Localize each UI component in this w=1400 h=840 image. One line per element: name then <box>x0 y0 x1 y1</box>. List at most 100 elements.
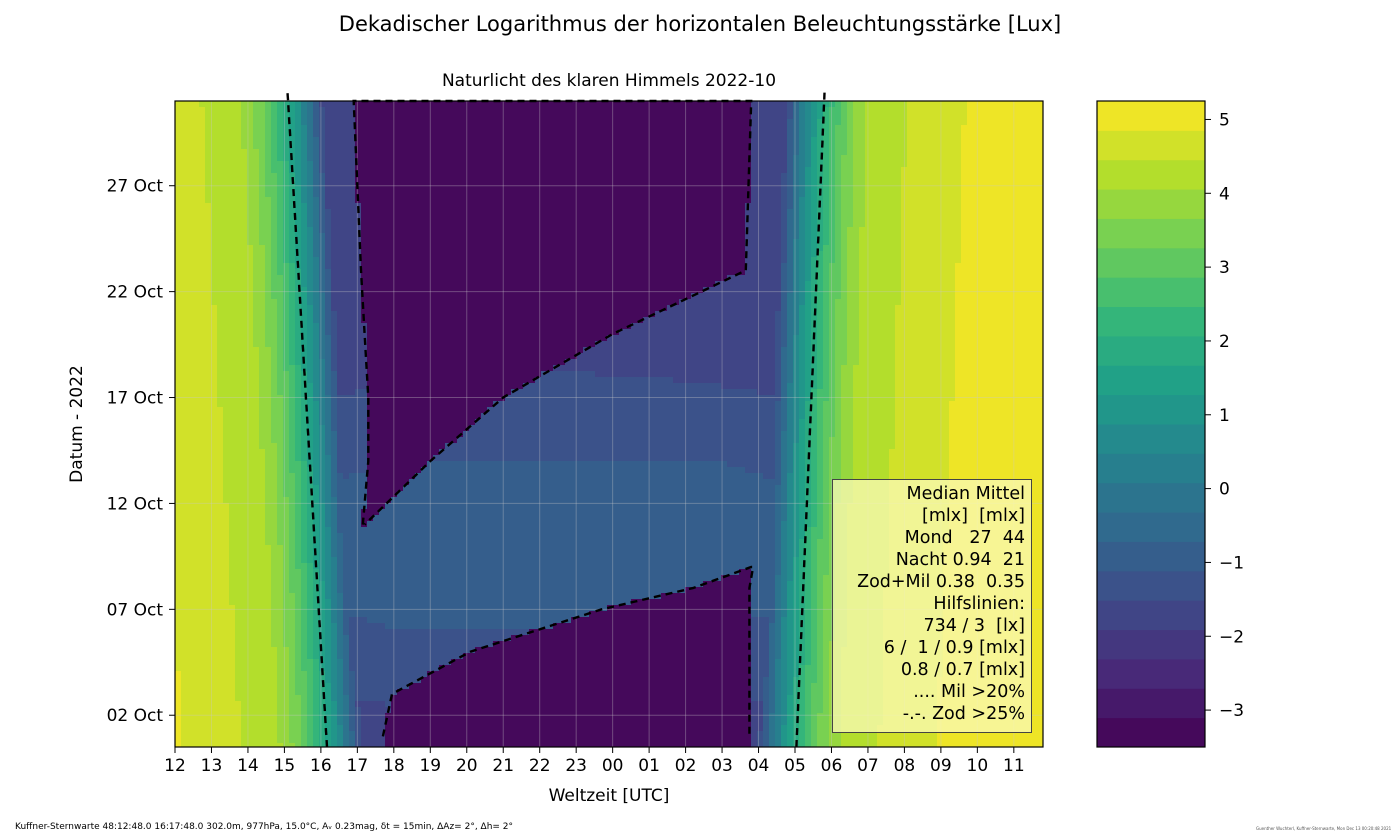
heatmap-cell <box>367 227 374 234</box>
heatmap-cell <box>421 293 428 300</box>
heatmap-cell <box>607 125 614 132</box>
heatmap-cell <box>823 215 830 222</box>
heatmap-cell <box>721 233 728 240</box>
heatmap-cell <box>709 137 716 144</box>
heatmap-cell <box>757 113 764 120</box>
heatmap-cell <box>211 179 218 186</box>
heatmap-cell <box>769 155 776 162</box>
heatmap-cell <box>289 203 296 210</box>
heatmap-cell <box>199 263 206 270</box>
heatmap-cell <box>283 155 290 162</box>
heatmap-cell <box>955 233 962 240</box>
heatmap-cell <box>433 173 440 180</box>
heatmap-cell <box>889 107 896 114</box>
heatmap-cell <box>685 269 692 276</box>
heatmap-cell <box>589 299 596 306</box>
heatmap-cell <box>877 239 884 246</box>
heatmap-cell <box>937 299 944 306</box>
heatmap-cell <box>487 233 494 240</box>
heatmap-cell <box>235 113 242 120</box>
heatmap-cell <box>433 305 440 312</box>
heatmap-cell <box>229 239 236 246</box>
heatmap-cell <box>367 113 374 120</box>
heatmap-cell <box>175 293 182 300</box>
heatmap-cell <box>349 287 356 294</box>
heatmap-cell <box>253 269 260 276</box>
heatmap-cell <box>823 203 830 210</box>
heatmap-cell <box>985 107 992 114</box>
heatmap-cell <box>703 227 710 234</box>
heatmap-cell <box>877 221 884 228</box>
heatmap-cell <box>223 293 230 300</box>
heatmap-cell <box>601 161 608 168</box>
heatmap-cell <box>517 263 524 270</box>
heatmap-cell <box>619 257 626 264</box>
heatmap-cell <box>361 233 368 240</box>
heatmap-cell <box>991 251 998 258</box>
heatmap-cell <box>679 137 686 144</box>
heatmap-cell <box>895 251 902 258</box>
heatmap-cell <box>175 119 182 126</box>
heatmap-cell <box>1033 269 1040 276</box>
heatmap-cell <box>625 281 632 288</box>
heatmap-cell <box>895 281 902 288</box>
heatmap-cell <box>685 287 692 294</box>
heatmap-cell <box>703 281 710 288</box>
heatmap-cell <box>577 113 584 120</box>
heatmap-cell <box>1009 233 1016 240</box>
heatmap-cell <box>661 185 668 192</box>
heatmap-cell <box>679 161 686 168</box>
heatmap-cell <box>439 293 446 300</box>
heatmap-cell <box>859 233 866 240</box>
heatmap-cell <box>319 203 326 210</box>
heatmap-cell <box>1003 179 1010 186</box>
heatmap-cell <box>1009 149 1016 156</box>
heatmap-cell <box>649 299 656 306</box>
heatmap-cell <box>679 293 686 300</box>
heatmap-cell <box>589 113 596 120</box>
heatmap-cell <box>343 275 350 282</box>
heatmap-cell <box>949 173 956 180</box>
heatmap-cell <box>865 155 872 162</box>
heatmap-cell <box>739 281 746 288</box>
heatmap-cell <box>427 161 434 168</box>
heatmap-cell <box>259 293 266 300</box>
heatmap-cell <box>703 167 710 174</box>
heatmap-cell <box>367 251 374 258</box>
heatmap-cell <box>517 299 524 306</box>
heatmap-cell <box>949 281 956 288</box>
heatmap-cell <box>355 251 362 258</box>
heatmap-cell <box>817 281 824 288</box>
heatmap-cell <box>835 149 842 156</box>
heatmap-cell <box>1027 161 1034 168</box>
heatmap-cell <box>631 197 638 204</box>
heatmap-cell <box>943 275 950 282</box>
heatmap-cell <box>499 239 506 246</box>
heatmap-cell <box>847 221 854 228</box>
heatmap-cell <box>739 221 746 228</box>
heatmap-cell <box>337 215 344 222</box>
heatmap-cell <box>1015 263 1022 270</box>
heatmap-cell <box>451 293 458 300</box>
heatmap-cell <box>205 107 212 114</box>
heatmap-cell <box>913 287 920 294</box>
heatmap-cell <box>805 251 812 258</box>
heatmap-cell <box>391 293 398 300</box>
heatmap-cell <box>979 161 986 168</box>
heatmap-cell <box>367 287 374 294</box>
heatmap-cell <box>217 101 224 108</box>
heatmap-cell <box>571 215 578 222</box>
heatmap-cell <box>937 203 944 210</box>
heatmap-cell <box>679 143 686 150</box>
heatmap-cell <box>463 245 470 252</box>
heatmap-cell <box>571 257 578 264</box>
heatmap-cell <box>655 125 662 132</box>
heatmap-cell <box>373 275 380 282</box>
heatmap-cell <box>619 293 626 300</box>
heatmap-cell <box>631 251 638 258</box>
heatmap-cell <box>937 131 944 138</box>
heatmap-cell <box>175 185 182 192</box>
heatmap-cell <box>349 185 356 192</box>
heatmap-cell <box>457 107 464 114</box>
heatmap-cell <box>451 191 458 198</box>
